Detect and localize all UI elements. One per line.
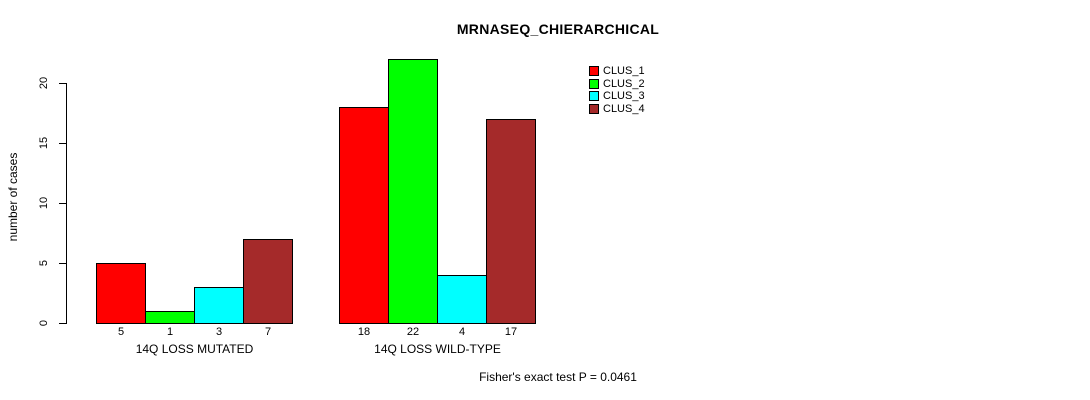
y-tick-label: 15 [38, 136, 50, 150]
bar [339, 107, 389, 324]
bar [388, 59, 438, 324]
bar-value-label: 17 [504, 326, 518, 338]
legend: CLUS_1 CLUS_2 CLUS_3 CLUS_4 [589, 66, 645, 117]
legend-item: CLUS_2 [589, 77, 645, 90]
y-tick-mark [59, 142, 67, 144]
legend-label: CLUS_1 [603, 65, 645, 77]
legend-label: CLUS_3 [603, 90, 645, 103]
bar-value-label: 22 [406, 326, 420, 338]
y-tick-mark [59, 202, 67, 204]
legend-label: CLUS_4 [603, 103, 645, 116]
bar-value-label: 18 [357, 326, 371, 338]
y-tick-mark [59, 262, 67, 264]
bar-value-label: 5 [117, 326, 125, 338]
legend-label: CLUS_2 [603, 77, 645, 90]
y-tick-mark [59, 82, 67, 84]
legend-swatch [589, 66, 599, 76]
legend-item: CLUS_3 [589, 90, 645, 103]
group-label: 14Q LOSS WILD-TYPE [374, 342, 501, 356]
legend-swatch [589, 78, 599, 89]
bar-value-label: 3 [215, 326, 223, 338]
bar [145, 311, 195, 324]
bar [437, 275, 487, 324]
bar [96, 263, 146, 324]
y-axis-label: number of cases [6, 152, 20, 242]
bar [486, 119, 536, 324]
legend-swatch [589, 104, 599, 115]
chart-title: MRNASEQ_CHIERARCHICAL [456, 21, 660, 37]
bar-value-label: 1 [166, 326, 174, 338]
legend-item: CLUS_1 [589, 65, 645, 77]
annotation-text: Fisher's exact test P = 0.0461 [479, 370, 637, 384]
y-tick-label: 20 [38, 76, 50, 90]
legend-swatch [589, 91, 599, 102]
bar-value-label: 7 [264, 326, 272, 338]
y-tick-label: 10 [38, 196, 50, 210]
y-tick-label: 5 [38, 259, 50, 267]
group-label: 14Q LOSS MUTATED [135, 342, 254, 356]
bar [243, 239, 293, 324]
legend-item: CLUS_4 [589, 103, 645, 116]
y-tick-mark [59, 322, 67, 324]
bar [194, 287, 244, 324]
bar-value-label: 4 [458, 326, 466, 338]
y-tick-label: 0 [38, 319, 50, 327]
